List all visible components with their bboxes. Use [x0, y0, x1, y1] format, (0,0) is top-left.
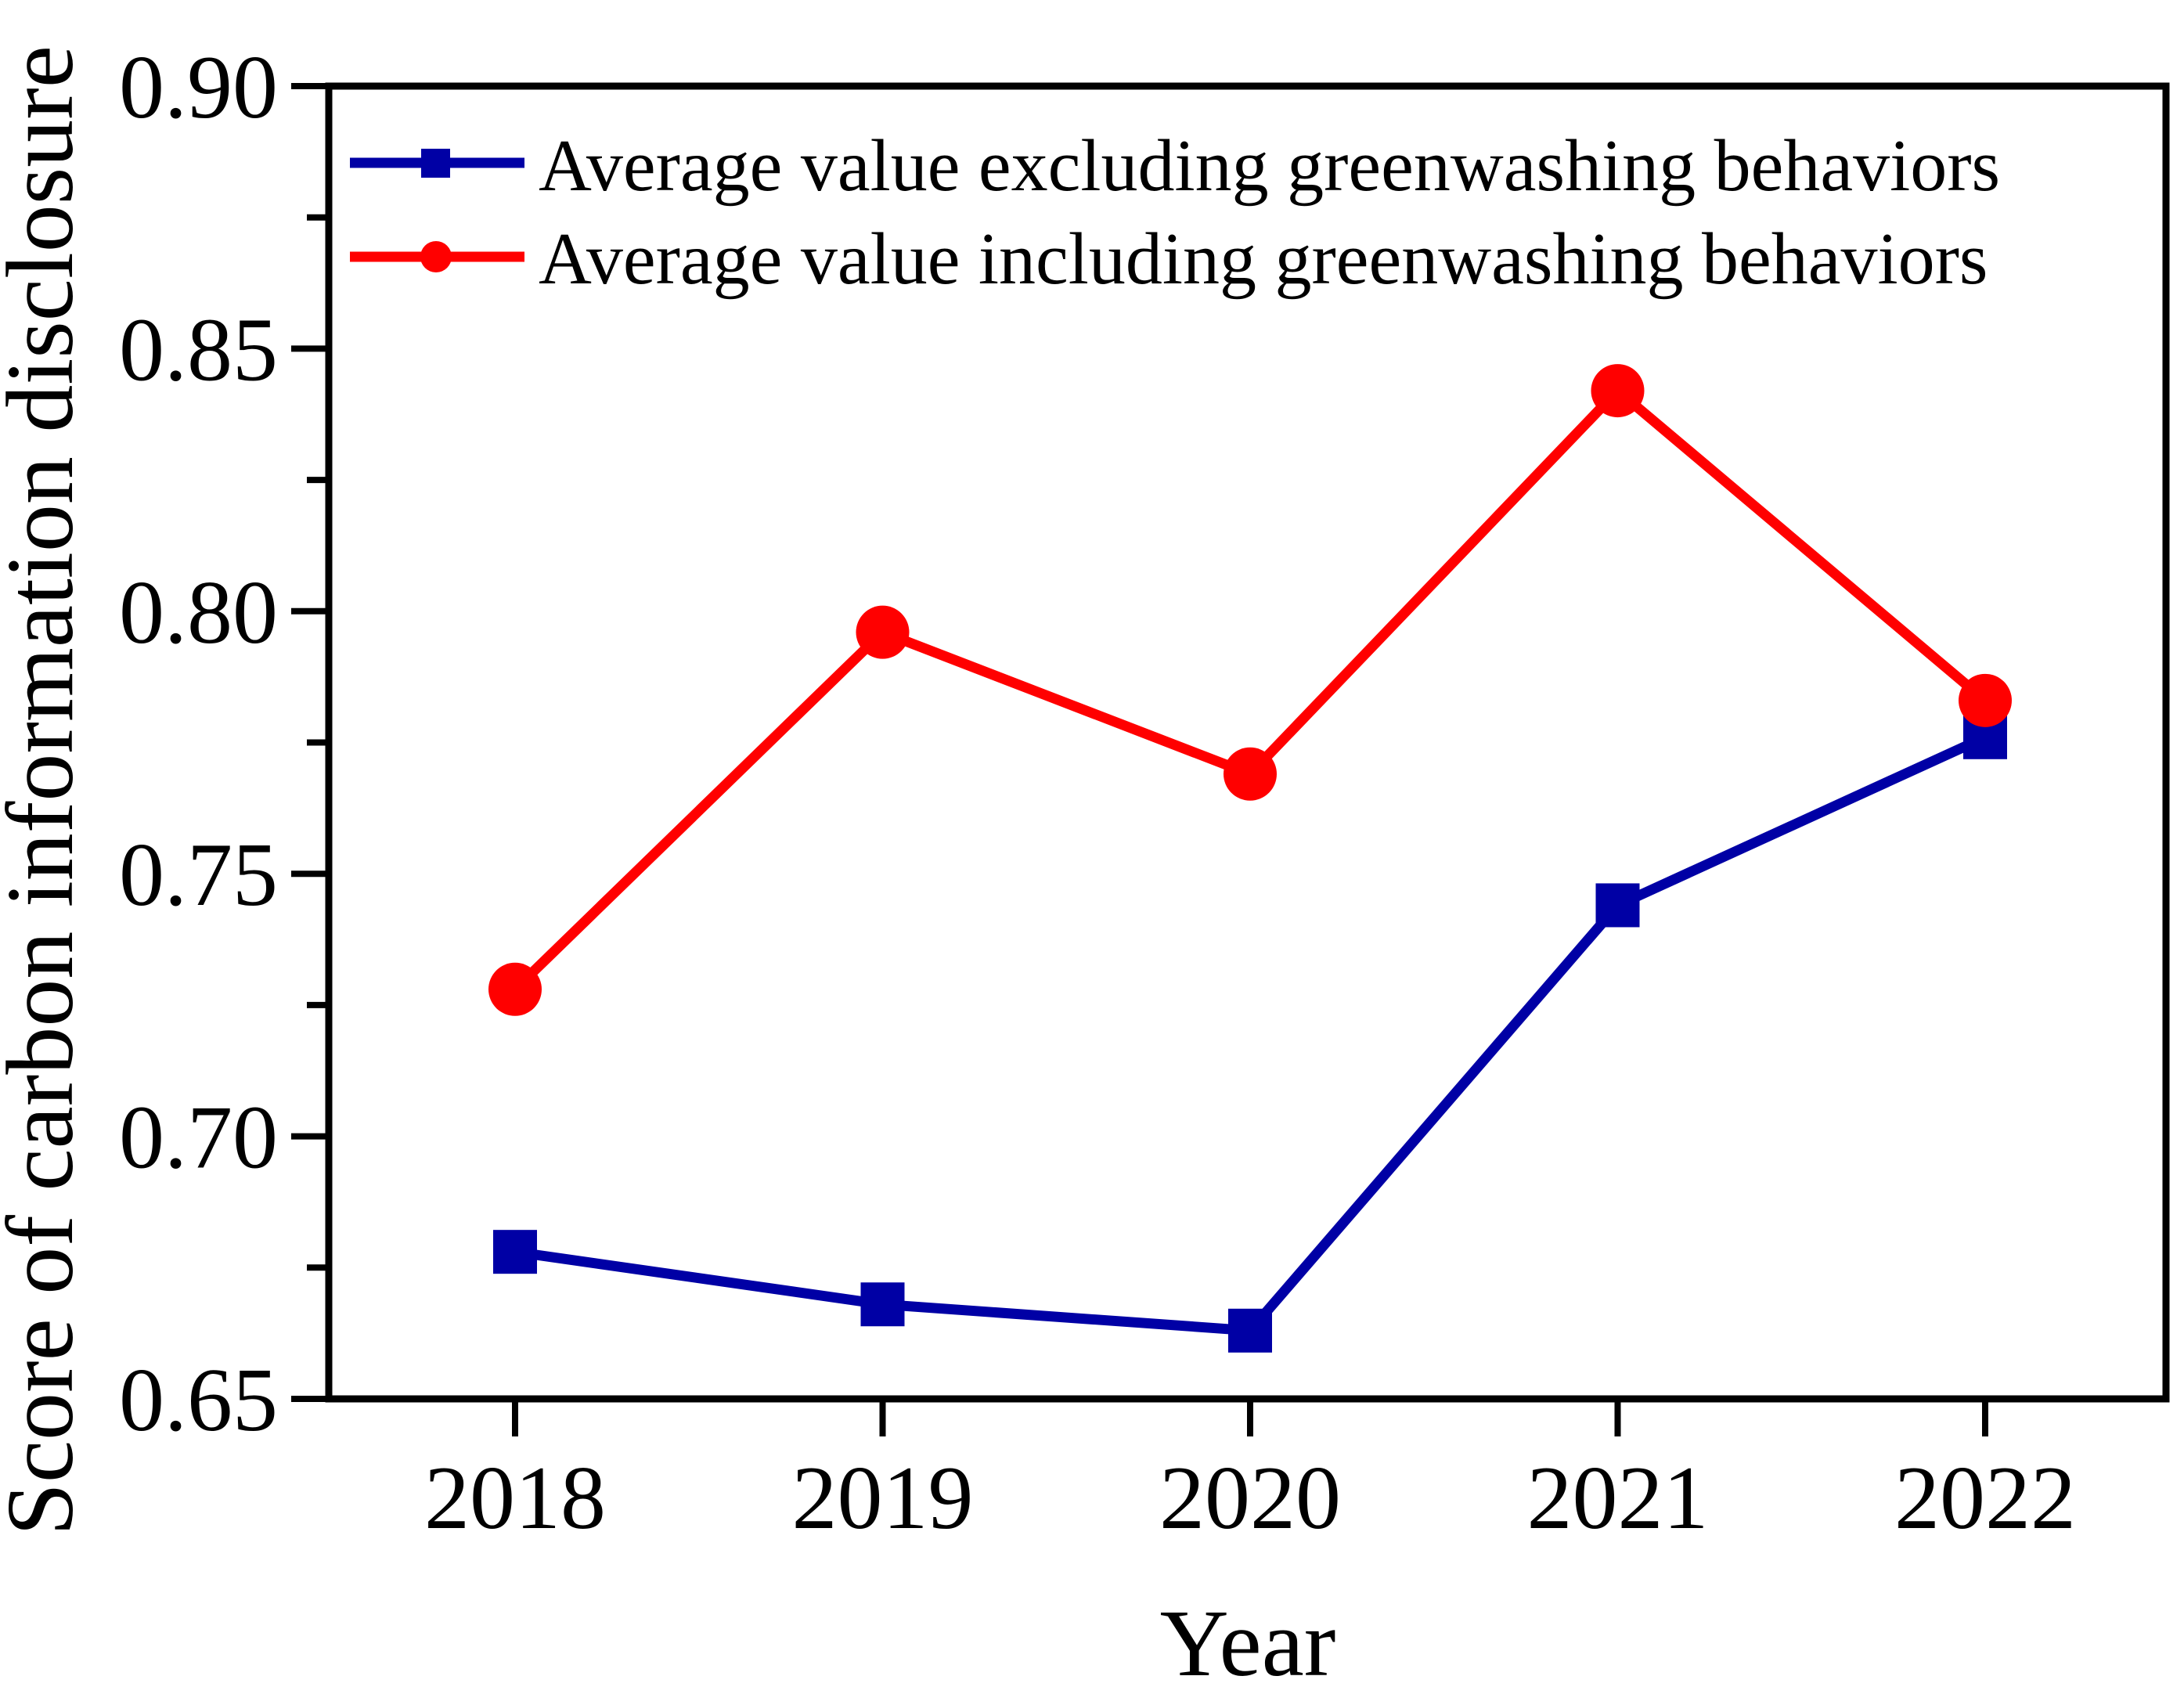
data-point-circle [1591, 364, 1645, 418]
series-line-excluding [514, 732, 1988, 1336]
data-point-circle [1224, 747, 1277, 801]
x-axis-tick-labels: 2018 2019 2020 2021 2022 [424, 1448, 2076, 1548]
legend-label-excluding: Average value excluding greenwashing beh… [539, 125, 2000, 207]
x-tick-label: 2018 [424, 1448, 606, 1548]
legend-item-excluding: Average value excluding greenwashing beh… [350, 125, 2000, 207]
y-axis-tick-labels: 0.90 0.85 0.80 0.75 0.70 0.65 [119, 38, 278, 1451]
data-point-circle [488, 962, 542, 1016]
series-lines [511, 384, 1989, 1336]
data-point-circle [856, 605, 910, 659]
x-axis-title: Year [1160, 1591, 1336, 1694]
legend-square-marker-icon [421, 149, 450, 178]
y-axis-ticks [291, 83, 329, 1402]
legend-label-including: Average value including greenwashing beh… [539, 218, 1988, 300]
y-tick-label: 0.65 [119, 1350, 278, 1451]
y-tick-label: 0.75 [119, 825, 278, 925]
y-tick-label: 0.70 [119, 1088, 278, 1188]
x-tick-label: 2020 [1159, 1448, 1341, 1548]
series-line-including [511, 384, 1989, 993]
x-tick-label: 2022 [1894, 1448, 2076, 1548]
x-tick-label: 2021 [1527, 1448, 1709, 1548]
data-point-square [493, 1230, 537, 1274]
plot-border [325, 82, 2170, 1403]
y-tick-label: 0.80 [119, 563, 278, 663]
data-point-square [1228, 1308, 1272, 1353]
x-axis-ticks [512, 1399, 1988, 1436]
y-axis-title: Score of carbon information disclosure [0, 45, 93, 1536]
y-tick-label: 0.90 [119, 38, 278, 138]
legend-circle-marker-icon [420, 241, 452, 272]
legend: Average value excluding greenwashing beh… [350, 125, 2000, 300]
data-point-square [1595, 883, 1640, 928]
legend-item-including: Average value including greenwashing beh… [350, 218, 1988, 300]
data-point-square [860, 1282, 905, 1327]
y-tick-label: 0.85 [119, 300, 278, 400]
series-markers [488, 364, 2012, 1353]
data-point-circle [1959, 673, 2012, 727]
x-tick-label: 2019 [792, 1448, 974, 1548]
